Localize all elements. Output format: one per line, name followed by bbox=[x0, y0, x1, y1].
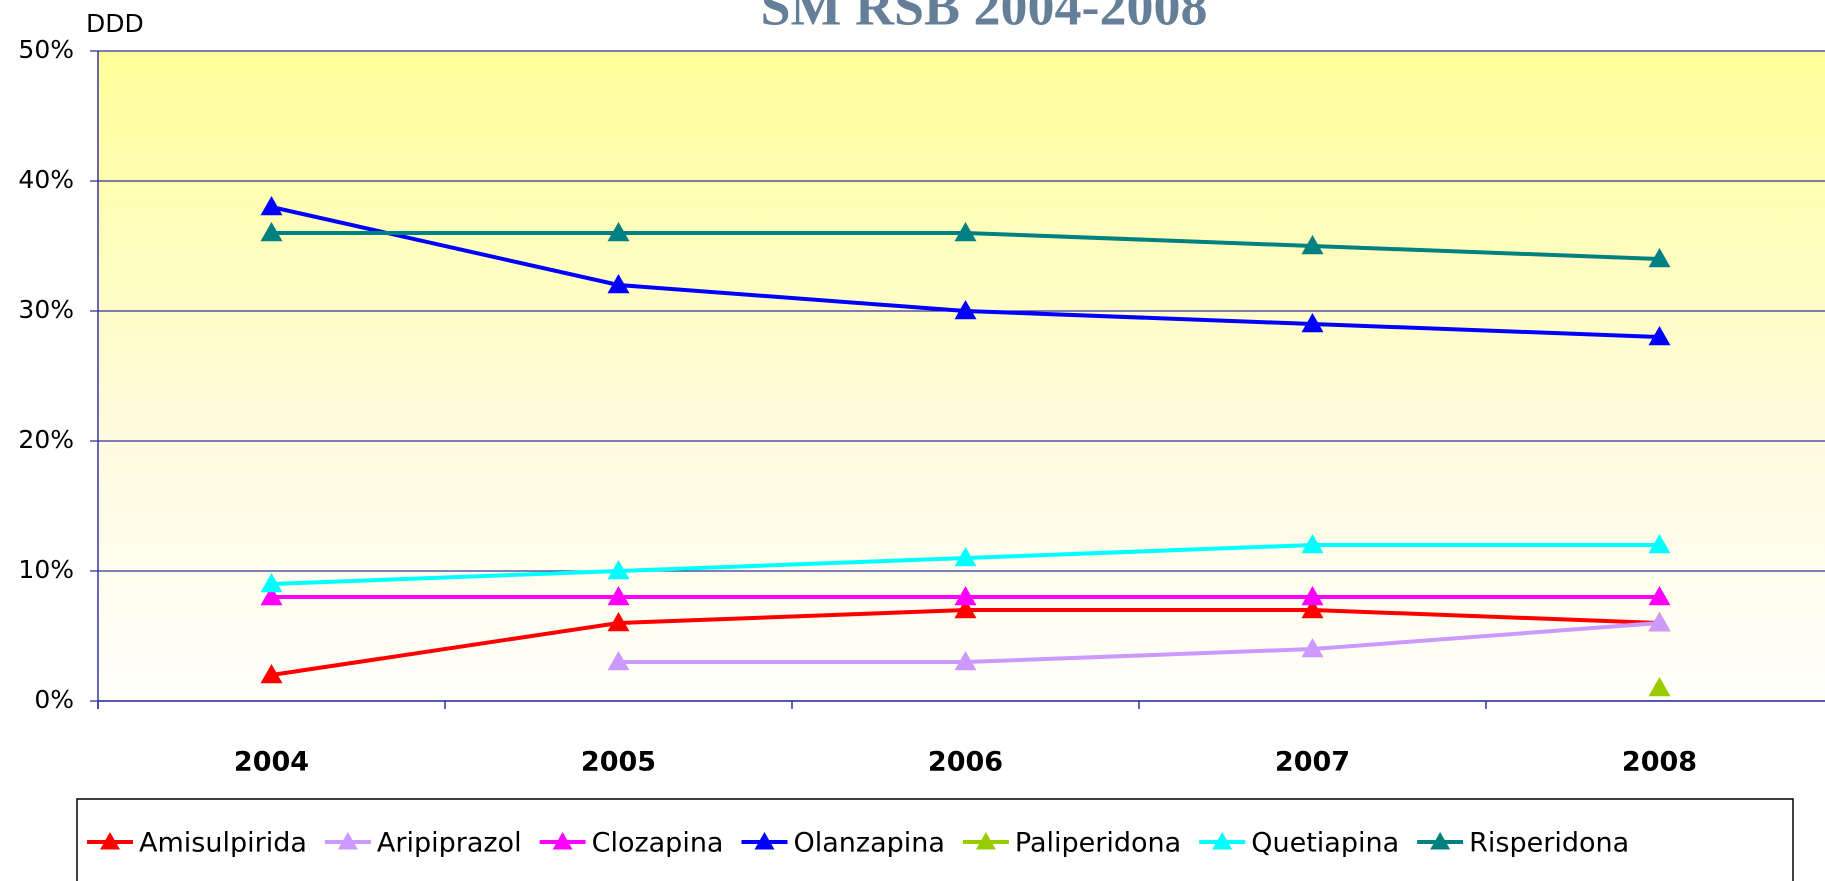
point-marker bbox=[607, 651, 630, 671]
legend-marker bbox=[754, 832, 775, 850]
point-marker bbox=[260, 196, 283, 216]
point-marker bbox=[260, 664, 283, 684]
legend-marker bbox=[100, 832, 120, 850]
x-tick-label: 2007 bbox=[1275, 747, 1350, 778]
point-marker bbox=[1648, 586, 1671, 606]
point-marker bbox=[607, 560, 630, 580]
point-marker bbox=[954, 651, 977, 671]
legend-marker bbox=[337, 832, 358, 850]
chart-title: SM RSB 2004-2008 bbox=[760, 0, 1207, 36]
point-marker bbox=[1301, 638, 1324, 658]
point-marker bbox=[260, 573, 283, 593]
legend-label: Paliperidona bbox=[1015, 828, 1181, 859]
x-tick-label: 2008 bbox=[1622, 747, 1697, 778]
legend-label: Quetiapina bbox=[1251, 828, 1399, 859]
point-marker bbox=[260, 586, 283, 606]
legend-marker bbox=[975, 832, 996, 850]
point-marker bbox=[1648, 534, 1671, 554]
y-tick-label: 20% bbox=[18, 425, 74, 454]
point-marker bbox=[1301, 599, 1324, 619]
point-marker bbox=[954, 300, 977, 320]
y-axis-label: DDD bbox=[86, 9, 144, 38]
legend-label: Olanzapina bbox=[793, 828, 944, 859]
point-marker bbox=[1648, 326, 1671, 346]
x-tick-label: 2004 bbox=[234, 747, 309, 778]
point-marker bbox=[954, 586, 977, 606]
point-marker bbox=[607, 612, 630, 632]
x-tick-label: 2006 bbox=[928, 747, 1003, 778]
point-marker bbox=[1301, 534, 1324, 554]
legend-marker bbox=[1430, 832, 1451, 850]
point-marker bbox=[1648, 612, 1671, 632]
point-marker bbox=[607, 586, 630, 606]
legend-label: Amisulpirida bbox=[139, 828, 307, 859]
point-marker bbox=[607, 222, 630, 242]
point-marker bbox=[260, 222, 283, 242]
legend-marker bbox=[552, 832, 573, 850]
legend-label: Aripiprazol bbox=[377, 828, 522, 859]
legend-marker bbox=[1212, 832, 1233, 850]
x-tick-label: 2005 bbox=[581, 747, 656, 778]
point-marker bbox=[1301, 235, 1324, 255]
legend-label: Risperidona bbox=[1469, 828, 1629, 859]
y-tick-label: 0% bbox=[34, 685, 74, 714]
point-marker bbox=[607, 274, 630, 294]
point-marker bbox=[1301, 586, 1324, 606]
point-marker bbox=[1648, 248, 1671, 268]
point-marker bbox=[954, 547, 977, 567]
point-marker bbox=[1648, 677, 1671, 697]
point-marker bbox=[954, 599, 977, 619]
y-tick-label: 30% bbox=[18, 295, 74, 324]
y-tick-label: 10% bbox=[18, 555, 74, 584]
series-line bbox=[618, 621, 1660, 664]
plot-area bbox=[98, 51, 1825, 701]
y-tick-label: 40% bbox=[18, 165, 74, 194]
y-tick-label: 50% bbox=[18, 35, 74, 64]
point-marker bbox=[954, 222, 977, 242]
legend-label: Clozapina bbox=[592, 828, 724, 859]
point-marker bbox=[1301, 313, 1324, 333]
